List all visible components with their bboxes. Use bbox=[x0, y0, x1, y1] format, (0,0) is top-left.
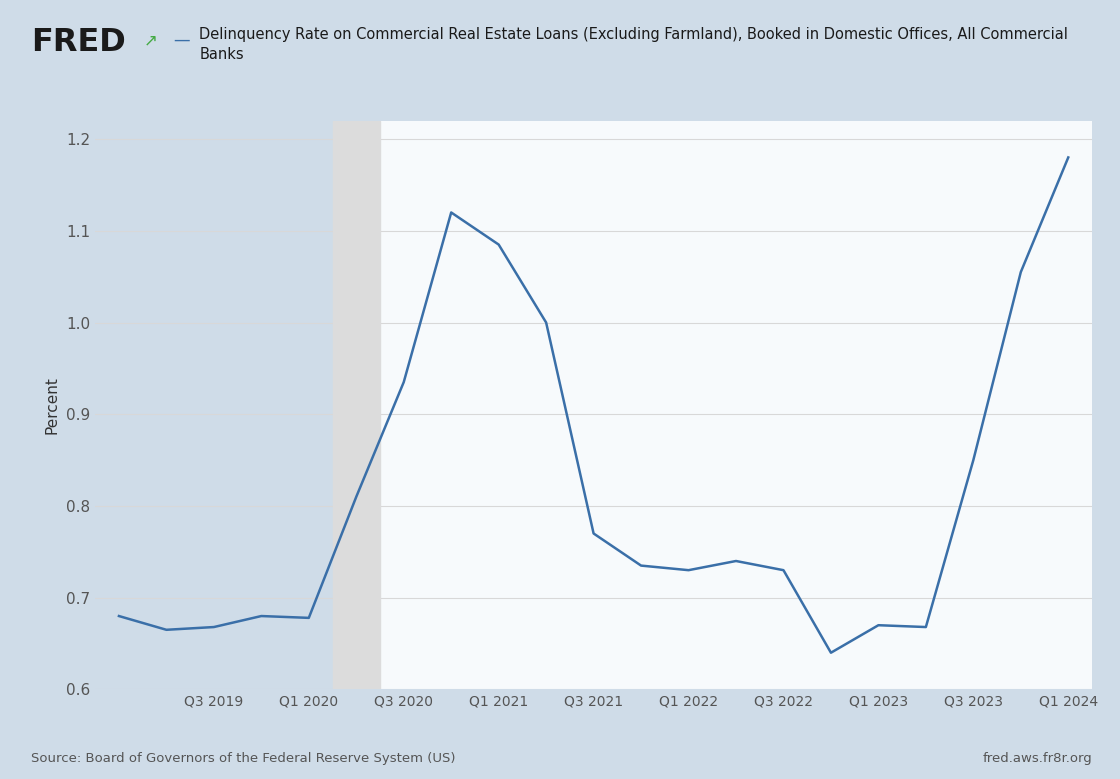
Text: Source: Board of Governors of the Federal Reserve System (US): Source: Board of Governors of the Federa… bbox=[31, 752, 456, 765]
Bar bbox=[333, 121, 380, 689]
Y-axis label: Percent: Percent bbox=[44, 376, 59, 434]
Text: Delinquency Rate on Commercial Real Estate Loans (Excluding Farmland), Booked in: Delinquency Rate on Commercial Real Esta… bbox=[199, 27, 1068, 62]
Text: —: — bbox=[174, 31, 190, 49]
Text: fred.aws.fr8r.org: fred.aws.fr8r.org bbox=[982, 752, 1092, 765]
Text: ↗: ↗ bbox=[143, 31, 157, 49]
Bar bbox=[380, 121, 1092, 689]
Text: FRED: FRED bbox=[31, 27, 127, 58]
